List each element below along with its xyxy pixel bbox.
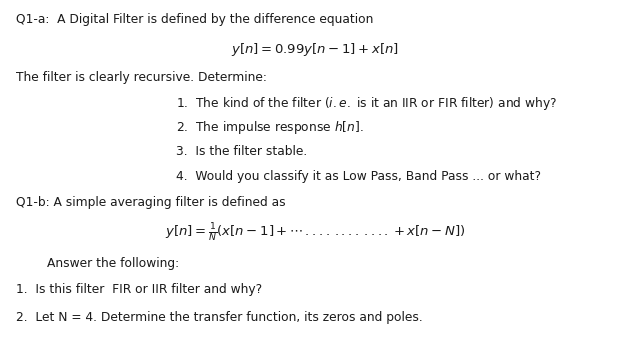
Text: 4.  Would you classify it as Low Pass, Band Pass ... or what?: 4. Would you classify it as Low Pass, Ba… [176,170,541,183]
Text: 3.  Is the filter stable.: 3. Is the filter stable. [176,145,307,158]
Text: Answer the following:: Answer the following: [47,257,180,270]
Text: Q1-a:  A Digital Filter is defined by the difference equation: Q1-a: A Digital Filter is defined by the… [16,13,373,26]
Text: 1.  The kind of the filter ($i.e.$ is it an IIR or FIR filter) and why?: 1. The kind of the filter ($i.e.$ is it … [176,95,558,112]
Text: The filter is clearly recursive. Determine:: The filter is clearly recursive. Determi… [16,71,266,84]
Text: Q1-b: A simple averaging filter is defined as: Q1-b: A simple averaging filter is defin… [16,196,285,209]
Text: 2.  Let N = 4. Determine the transfer function, its zeros and poles.: 2. Let N = 4. Determine the transfer fun… [16,311,423,324]
Text: $y[n] = \frac{1}{N}\left(x[n-1] + \cdots\,....\,....\,.... + x[n-N]\right)$: $y[n] = \frac{1}{N}\left(x[n-1] + \cdots… [164,222,466,244]
Text: $y[n] = 0.99y[n-1] + x[n]$: $y[n] = 0.99y[n-1] + x[n]$ [231,41,399,58]
Text: 2.  The impulse response $h[n]$.: 2. The impulse response $h[n]$. [176,119,364,136]
Text: 1.  Is this filter  FIR or IIR filter and why?: 1. Is this filter FIR or IIR filter and … [16,283,262,296]
